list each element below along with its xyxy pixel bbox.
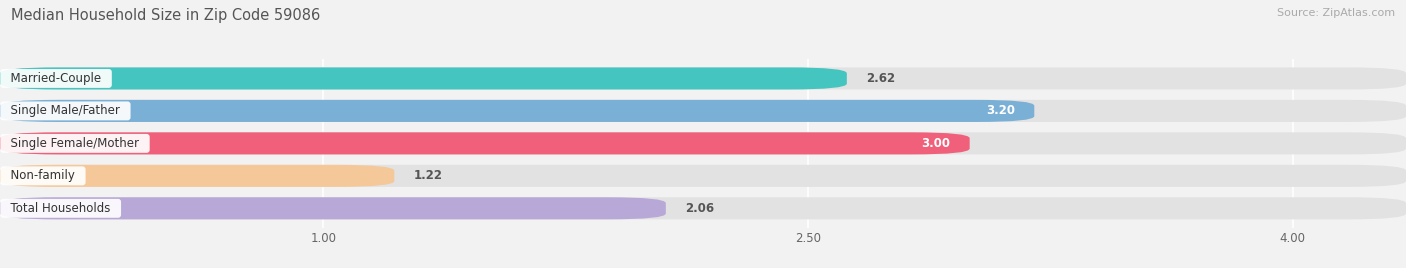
Text: 3.20: 3.20	[986, 105, 1015, 117]
Text: Non-family: Non-family	[3, 169, 83, 182]
FancyBboxPatch shape	[0, 100, 1406, 122]
Text: Total Households: Total Households	[3, 202, 118, 215]
Text: 1.22: 1.22	[413, 169, 443, 182]
Text: Source: ZipAtlas.com: Source: ZipAtlas.com	[1277, 8, 1395, 18]
FancyBboxPatch shape	[0, 165, 394, 187]
FancyBboxPatch shape	[0, 197, 1406, 219]
FancyBboxPatch shape	[0, 132, 970, 154]
FancyBboxPatch shape	[0, 100, 1035, 122]
FancyBboxPatch shape	[0, 165, 1406, 187]
FancyBboxPatch shape	[0, 197, 666, 219]
Text: Single Female/Mother: Single Female/Mother	[3, 137, 146, 150]
Text: 2.06: 2.06	[685, 202, 714, 215]
FancyBboxPatch shape	[0, 132, 1406, 154]
Text: 3.00: 3.00	[921, 137, 950, 150]
Text: Median Household Size in Zip Code 59086: Median Household Size in Zip Code 59086	[11, 8, 321, 23]
FancyBboxPatch shape	[0, 67, 1406, 90]
Text: Single Male/Father: Single Male/Father	[3, 105, 128, 117]
FancyBboxPatch shape	[0, 67, 846, 90]
Text: Married-Couple: Married-Couple	[3, 72, 108, 85]
Text: 2.62: 2.62	[866, 72, 896, 85]
